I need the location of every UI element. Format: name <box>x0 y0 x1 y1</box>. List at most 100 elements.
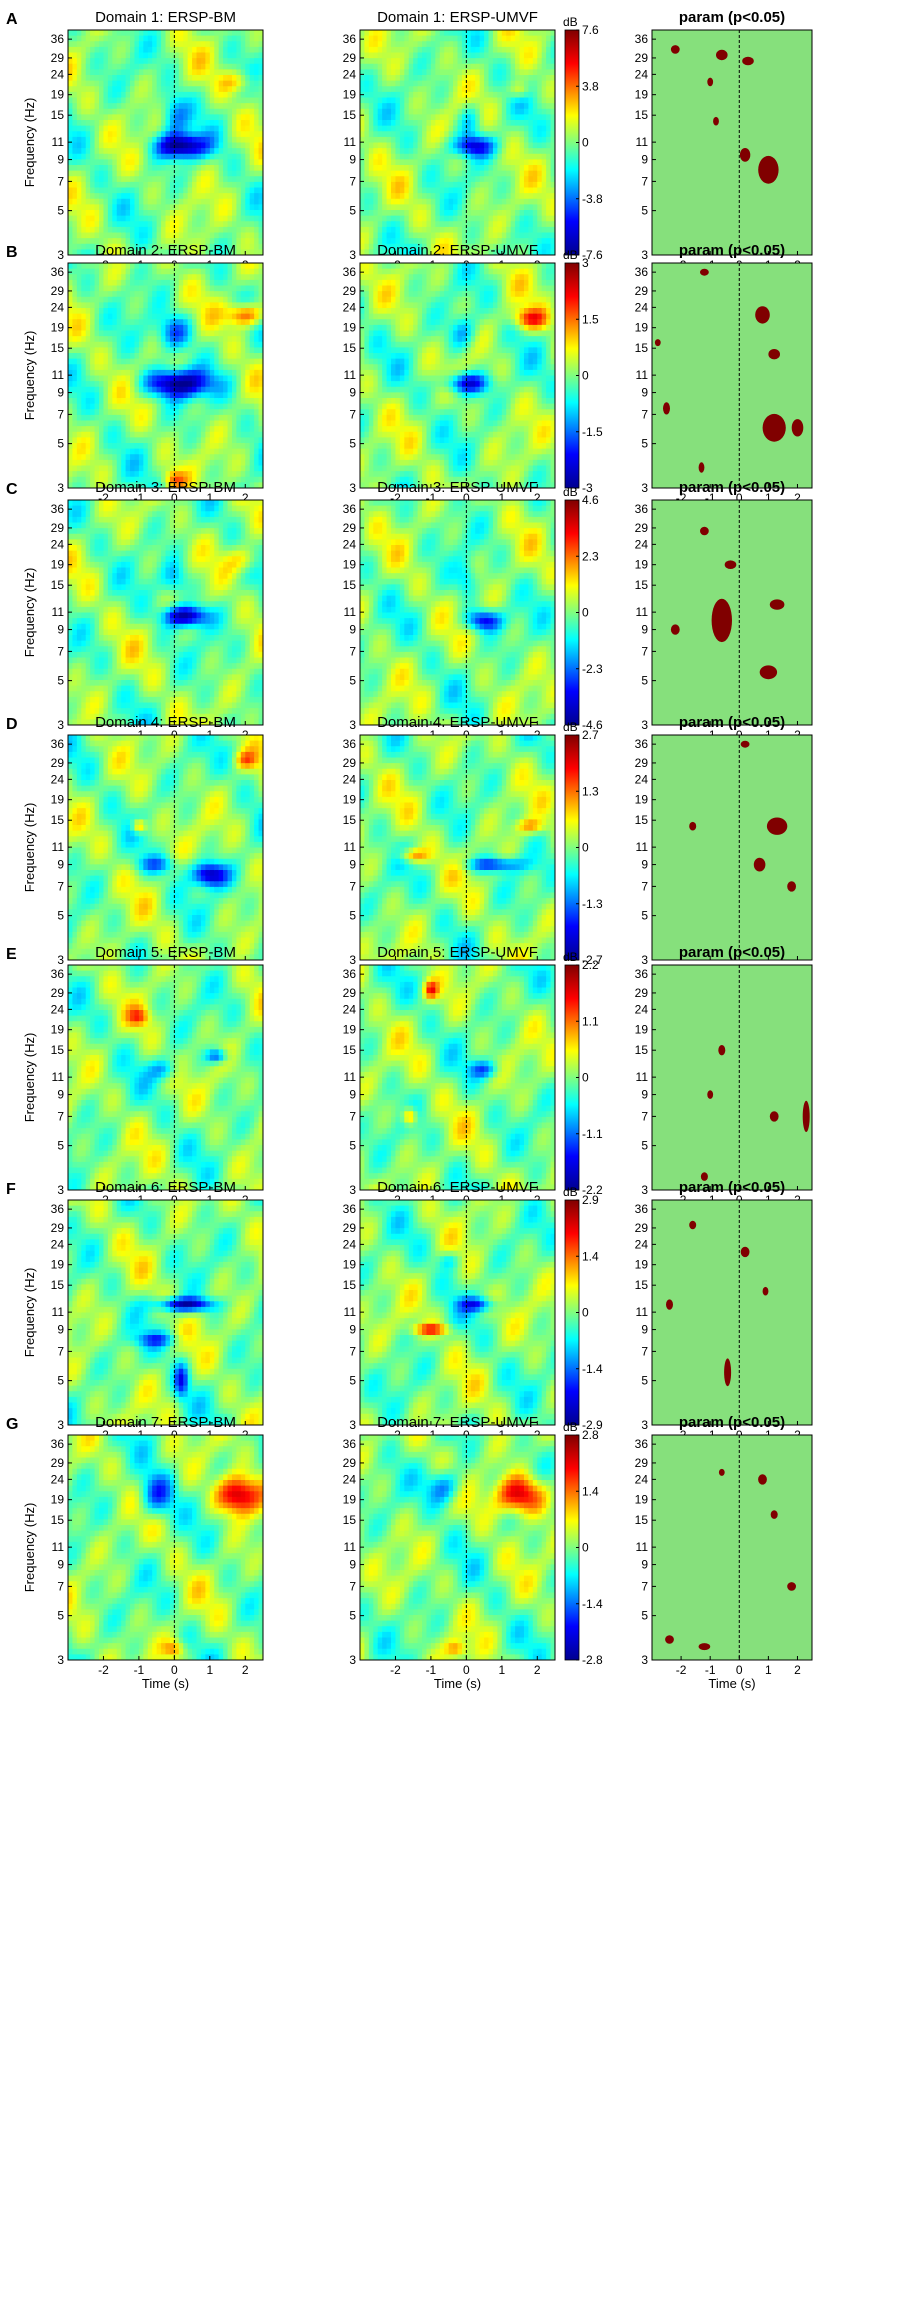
heatmap-cell <box>178 210 184 217</box>
heatmap-cell <box>99 341 105 348</box>
heatmap-cell <box>492 232 498 239</box>
heatmap-cell <box>147 41 153 48</box>
heatmap-cell <box>178 52 184 59</box>
heatmap-cell <box>152 69 158 76</box>
heatmap-cell <box>90 75 96 82</box>
heatmap-cell <box>422 80 428 87</box>
heatmap-cell <box>134 319 140 326</box>
heatmap-cell <box>368 165 374 172</box>
heatmap-cell <box>404 238 410 245</box>
heatmap-cell <box>479 204 485 211</box>
heatmap-cell <box>116 386 122 393</box>
heatmap-cell <box>214 176 220 183</box>
heatmap-cell <box>223 69 229 76</box>
heatmap-cell <box>72 243 78 250</box>
heatmap-cell <box>94 296 100 303</box>
heatmap-cell <box>90 324 96 332</box>
heatmap-cell <box>138 431 144 438</box>
heatmap-cell <box>550 165 555 172</box>
heatmap-cell <box>475 238 481 245</box>
heatmap-cell <box>178 97 184 104</box>
heatmap-cell <box>147 409 153 416</box>
heatmap-cell <box>368 108 374 115</box>
heatmap-cell <box>99 58 105 65</box>
heatmap-cell <box>138 263 144 270</box>
heatmap-cell <box>174 86 180 93</box>
heatmap-cell <box>169 420 175 427</box>
heatmap-cell <box>214 75 220 82</box>
heatmap-cell <box>209 136 215 144</box>
heatmap-cell <box>90 136 96 144</box>
heatmap-cell <box>68 198 74 205</box>
heatmap-cell <box>550 63 555 70</box>
heatmap-cell <box>382 165 388 172</box>
heatmap-cell <box>103 403 109 410</box>
heatmap-cell <box>492 30 498 37</box>
heatmap-cell <box>519 86 525 93</box>
heatmap-cell <box>81 238 87 245</box>
heatmap-cell <box>386 131 392 138</box>
heatmap-cell <box>377 35 383 42</box>
heatmap-cell <box>125 187 131 194</box>
heatmap-cell <box>506 46 512 54</box>
heatmap-cell <box>550 198 555 205</box>
heatmap-cell <box>196 215 202 222</box>
heatmap-cell <box>395 35 401 42</box>
heatmap-cell <box>205 459 211 467</box>
heatmap-cell <box>528 80 534 87</box>
heatmap-cell <box>68 165 74 172</box>
heatmap-cell <box>130 176 136 183</box>
heatmap-cell <box>116 249 122 255</box>
heatmap-cell <box>196 148 202 155</box>
heatmap-cell <box>492 243 498 250</box>
heatmap-cell <box>453 86 459 93</box>
heatmap-cell <box>368 52 374 59</box>
heatmap-cell <box>395 181 401 189</box>
heatmap-cell <box>174 170 180 177</box>
heatmap-cell <box>192 181 198 189</box>
heatmap-cell <box>169 336 175 343</box>
heatmap-cell <box>541 30 547 37</box>
heatmap-cell <box>404 193 410 200</box>
heatmap-cell <box>187 63 193 70</box>
heatmap-cell <box>174 136 180 144</box>
heatmap-cell <box>99 249 105 255</box>
heatmap-cell <box>470 97 476 104</box>
heatmap-cell <box>138 296 144 303</box>
heatmap-cell <box>103 232 109 239</box>
heatmap-cell <box>484 142 490 149</box>
heatmap-cell <box>528 125 534 132</box>
heatmap-cell <box>68 403 74 410</box>
heatmap-cell <box>112 238 118 245</box>
heatmap-cell <box>205 268 211 275</box>
heatmap-cell <box>470 215 476 222</box>
heatmap-cell <box>391 176 397 183</box>
heatmap-cell <box>90 86 96 93</box>
heatmap-cell <box>444 86 450 93</box>
heatmap-cell <box>457 80 463 87</box>
heatmap-cell <box>183 403 189 410</box>
heatmap-cell <box>112 291 118 298</box>
heatmap-cell <box>546 198 552 205</box>
heatmap-cell <box>134 41 140 48</box>
heatmap-cell <box>404 181 410 189</box>
heatmap-cell <box>103 69 109 76</box>
heatmap-cell <box>453 153 459 160</box>
heatmap-cell <box>183 69 189 76</box>
heatmap-cell <box>138 420 144 427</box>
heatmap-cell <box>125 409 131 416</box>
heatmap-cell <box>130 58 136 65</box>
heatmap-cell <box>254 131 260 138</box>
heatmap-cell <box>466 238 472 245</box>
heatmap-cell <box>457 243 463 250</box>
heatmap-cell <box>76 341 82 348</box>
heatmap-cell <box>528 204 534 211</box>
heatmap-cell <box>249 58 255 65</box>
heatmap-cell <box>138 170 144 177</box>
heatmap-cell <box>461 125 467 132</box>
heatmap-cell <box>143 125 149 132</box>
heatmap-cell <box>382 204 388 211</box>
heatmap-cell <box>165 159 171 166</box>
heatmap-cell <box>209 263 215 270</box>
heatmap-cell <box>506 165 512 172</box>
